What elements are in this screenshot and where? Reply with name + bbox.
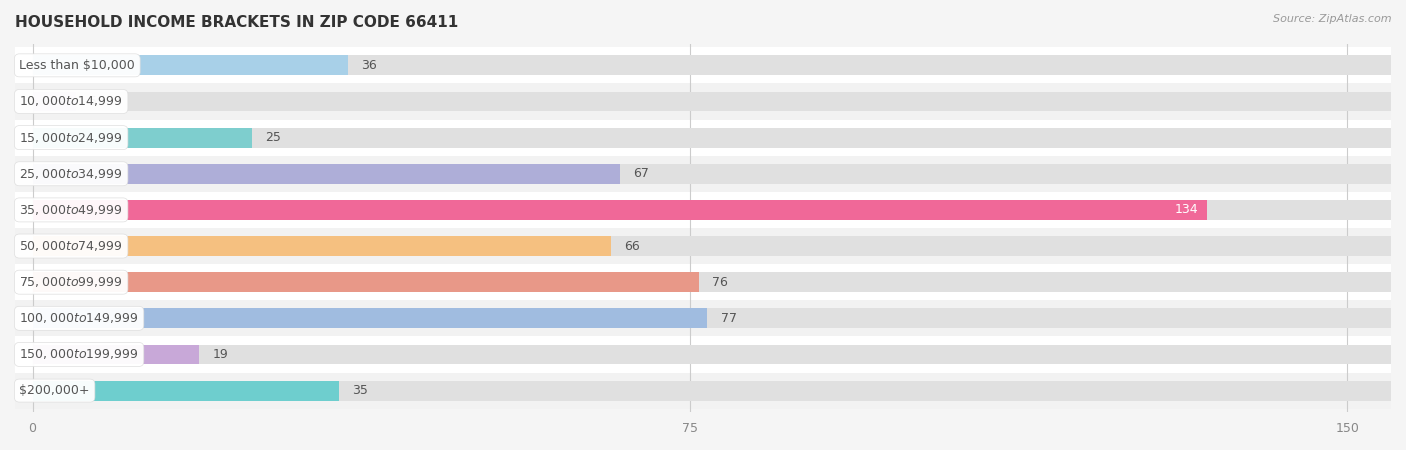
Text: 76: 76	[711, 276, 728, 289]
Bar	[32, 308, 1391, 328]
Bar	[15, 264, 1391, 300]
Text: $15,000 to $24,999: $15,000 to $24,999	[20, 130, 122, 144]
Bar	[32, 164, 1391, 184]
Bar	[32, 308, 707, 328]
Bar	[32, 236, 1391, 256]
Text: 35: 35	[353, 384, 368, 397]
Text: $75,000 to $99,999: $75,000 to $99,999	[20, 275, 122, 289]
Text: $50,000 to $74,999: $50,000 to $74,999	[20, 239, 122, 253]
Bar	[32, 200, 1206, 220]
Bar	[32, 381, 339, 400]
Bar	[32, 55, 349, 75]
Text: $150,000 to $199,999: $150,000 to $199,999	[20, 347, 139, 361]
Text: $25,000 to $34,999: $25,000 to $34,999	[20, 167, 122, 181]
Text: $200,000+: $200,000+	[20, 384, 90, 397]
Text: $35,000 to $49,999: $35,000 to $49,999	[20, 203, 122, 217]
Text: Less than $10,000: Less than $10,000	[20, 59, 135, 72]
Bar	[15, 83, 1391, 120]
Text: 77: 77	[720, 312, 737, 325]
Text: 134: 134	[1174, 203, 1198, 216]
Bar	[32, 164, 620, 184]
Bar	[32, 91, 1391, 112]
Text: 19: 19	[212, 348, 228, 361]
Bar	[32, 345, 1391, 364]
Text: $10,000 to $14,999: $10,000 to $14,999	[20, 94, 122, 108]
Bar	[32, 128, 1391, 148]
Bar	[32, 272, 1391, 292]
Bar	[15, 300, 1391, 337]
Bar	[32, 272, 699, 292]
Bar	[32, 236, 612, 256]
Text: 67: 67	[633, 167, 648, 180]
Bar	[15, 337, 1391, 373]
Bar	[32, 55, 1391, 75]
Bar	[15, 373, 1391, 409]
Text: 66: 66	[624, 239, 640, 252]
Bar	[32, 91, 76, 112]
Text: $100,000 to $149,999: $100,000 to $149,999	[20, 311, 139, 325]
Text: Source: ZipAtlas.com: Source: ZipAtlas.com	[1274, 14, 1392, 23]
Text: HOUSEHOLD INCOME BRACKETS IN ZIP CODE 66411: HOUSEHOLD INCOME BRACKETS IN ZIP CODE 66…	[15, 15, 458, 30]
Bar	[15, 120, 1391, 156]
Bar	[15, 228, 1391, 264]
Text: 5: 5	[90, 95, 97, 108]
Text: 36: 36	[361, 59, 377, 72]
Bar	[32, 128, 252, 148]
Bar	[32, 200, 1391, 220]
Text: 25: 25	[264, 131, 281, 144]
Bar	[32, 345, 200, 364]
Bar	[15, 156, 1391, 192]
Bar	[15, 47, 1391, 83]
Bar	[32, 381, 1391, 400]
Bar	[15, 192, 1391, 228]
